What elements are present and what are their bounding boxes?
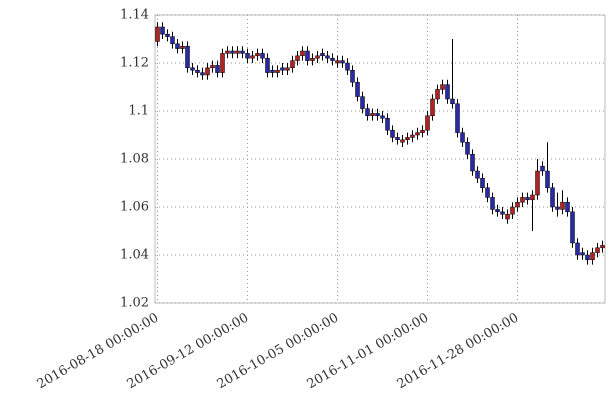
candle-body <box>450 98 455 105</box>
candle-body <box>285 67 290 71</box>
candle-body <box>190 67 195 71</box>
candle-body <box>345 62 350 71</box>
candle-body <box>160 26 165 35</box>
candle-body <box>310 57 315 61</box>
y-tick-label: 1.08 <box>120 152 149 167</box>
candle-body <box>585 254 590 261</box>
candle-body <box>490 197 495 210</box>
candle-body <box>240 50 245 54</box>
candle-body <box>315 55 320 59</box>
candle-body <box>330 57 335 61</box>
candle-body <box>205 67 210 76</box>
candle-body <box>510 206 515 215</box>
candle-body <box>255 53 260 57</box>
y-tick-label: 1.04 <box>120 248 149 263</box>
candle-body <box>185 45 190 69</box>
candle-body <box>295 55 300 61</box>
candle-body <box>260 53 265 59</box>
candle-body <box>340 60 345 64</box>
y-tick-label: 1.06 <box>120 200 149 215</box>
candle-body <box>600 245 605 249</box>
candle-body <box>420 129 425 133</box>
candle-body <box>485 187 490 198</box>
candle-body <box>390 129 395 138</box>
candle-body <box>435 89 440 100</box>
candle-body <box>360 96 365 109</box>
candle-body <box>530 194 535 201</box>
candle-body <box>415 132 420 136</box>
candle-body <box>515 201 520 208</box>
candle-body <box>280 67 285 71</box>
y-tick-label: 1.12 <box>120 56 149 71</box>
candle-body <box>305 50 310 61</box>
candle-body <box>455 103 460 133</box>
candle-body <box>170 36 175 45</box>
candle-body <box>505 213 510 220</box>
candle-body <box>565 201 570 213</box>
candle-body <box>365 108 370 117</box>
candle-body <box>575 242 580 256</box>
candle-body <box>440 84 445 90</box>
candle-body <box>595 247 600 253</box>
candle-body <box>375 113 380 117</box>
candle-body <box>460 132 465 143</box>
candle-body <box>235 50 240 54</box>
candle-body <box>445 84 450 100</box>
candle-body <box>245 53 250 59</box>
candle-body <box>270 69 275 73</box>
candle-body <box>590 252 595 261</box>
candle-body <box>290 60 295 69</box>
candle-body <box>395 137 400 141</box>
candle-body <box>335 60 340 64</box>
candle-body <box>210 65 215 69</box>
candle-body <box>470 153 475 172</box>
candle-body <box>165 33 170 37</box>
candle-body <box>225 50 230 54</box>
candle-body <box>465 141 470 155</box>
candle-body <box>250 55 255 59</box>
candle-body <box>570 211 575 244</box>
candle-body <box>385 117 390 131</box>
candle-body <box>220 53 225 73</box>
candle-body <box>540 165 545 172</box>
candle-body <box>535 170 540 196</box>
candle-body <box>480 177 485 189</box>
y-tick-label: 1.14 <box>120 8 149 23</box>
candle-body <box>555 206 560 210</box>
candle-body <box>200 72 205 76</box>
candle-body <box>180 45 185 49</box>
y-tick-label: 1.1 <box>128 104 149 119</box>
candle-body <box>525 197 530 201</box>
candle-body <box>545 170 550 189</box>
candle-body <box>495 209 500 213</box>
candle-body <box>350 69 355 83</box>
candle-body <box>500 211 505 215</box>
candle-body <box>425 115 430 131</box>
candle-body <box>195 69 200 73</box>
candle-body <box>475 170 480 179</box>
candle-body <box>580 252 585 256</box>
candle-body <box>370 113 375 117</box>
candle-body <box>265 57 270 73</box>
candle-body <box>410 134 415 138</box>
candle-body <box>155 26 160 42</box>
candle-body <box>215 65 220 73</box>
candle-body <box>380 115 385 119</box>
y-tick-label: 1.02 <box>120 296 149 311</box>
candle-body <box>320 53 325 57</box>
candle-body <box>560 201 565 210</box>
candle-body <box>300 50 305 57</box>
candle-body <box>355 81 360 97</box>
candle-body <box>550 187 555 208</box>
candle-body <box>430 98 435 117</box>
candle-body <box>405 137 410 141</box>
candle-body <box>520 197 525 203</box>
candle-body <box>175 43 180 49</box>
candle-body <box>400 139 405 143</box>
candle-body <box>325 55 330 59</box>
candle-body <box>230 50 235 54</box>
candle-body <box>275 69 280 73</box>
